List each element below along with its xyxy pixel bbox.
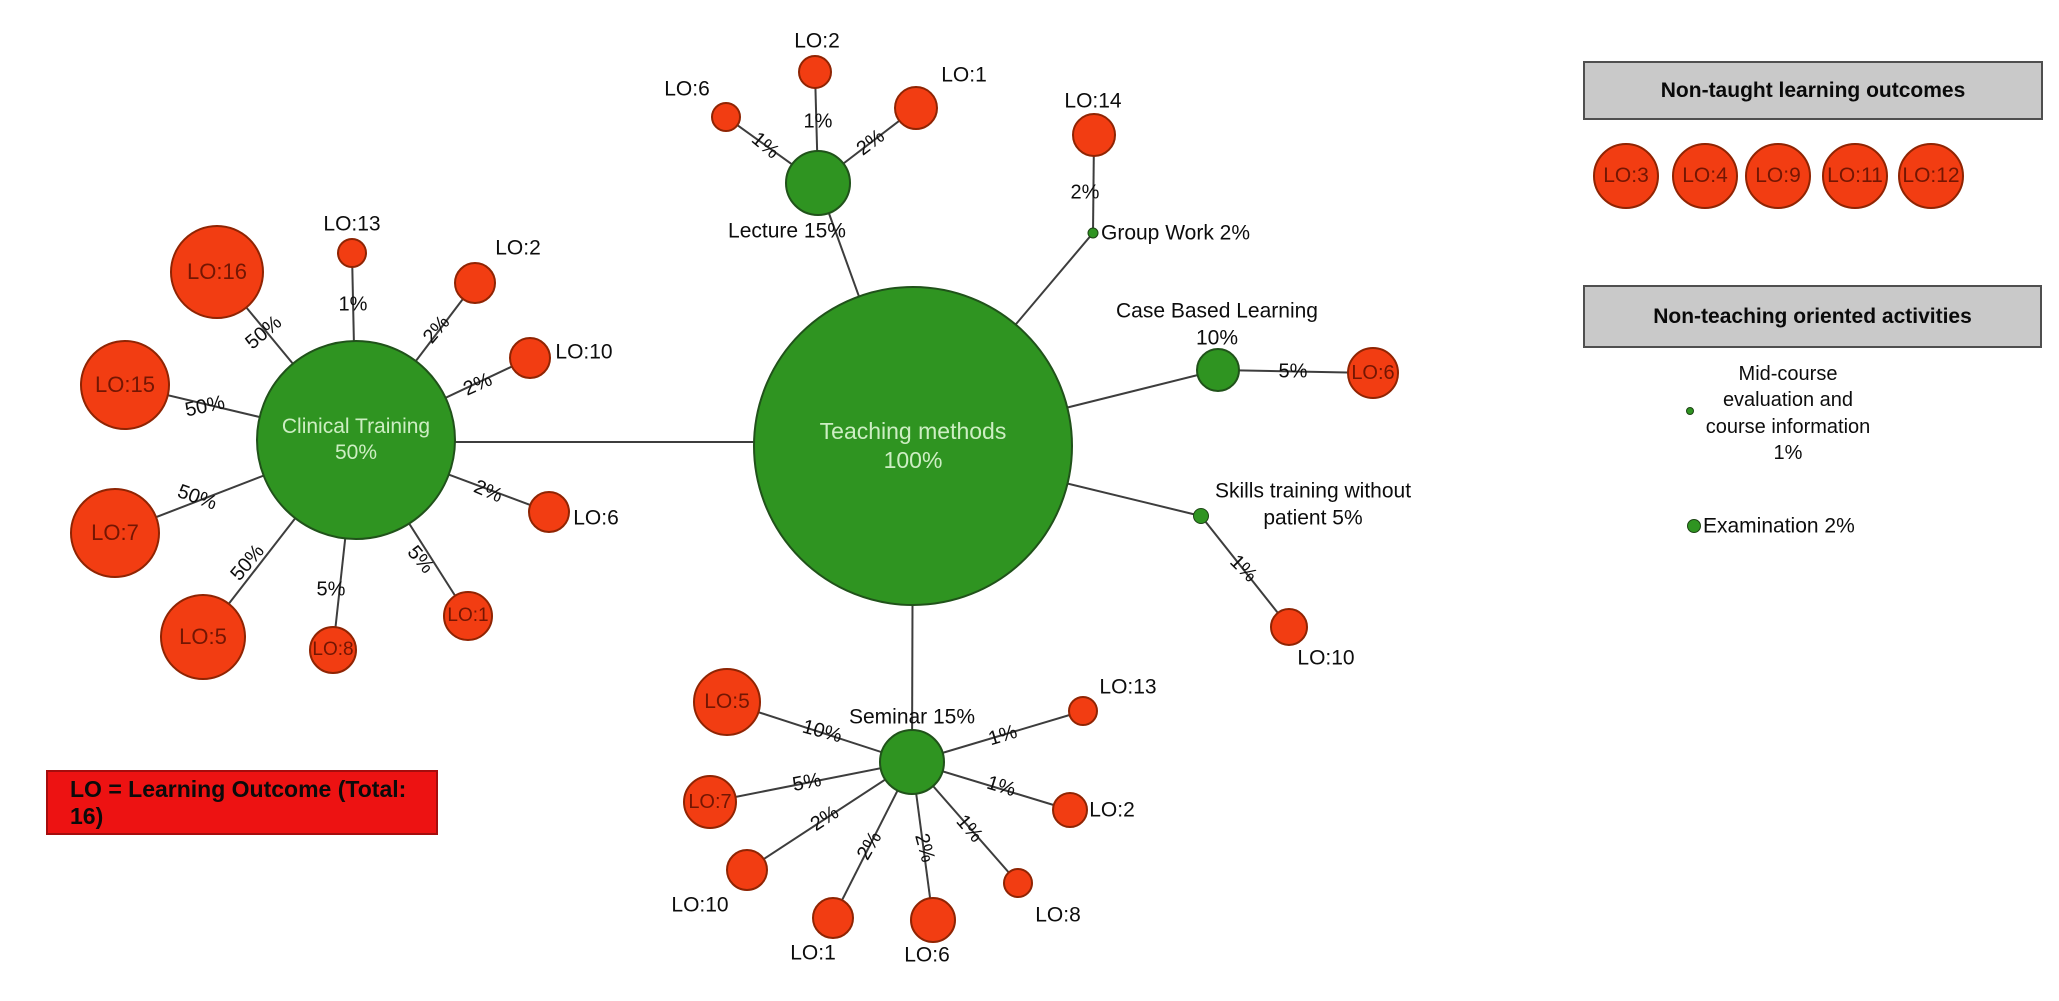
skills-training-label: Skills training without patient 5% xyxy=(1214,479,1412,530)
teaching-methods-label: Teaching methods 100% xyxy=(819,418,1007,473)
lo-node-seminar-5: LO:5 xyxy=(693,668,761,736)
lo-outside-label: LO:2 xyxy=(794,29,840,53)
lo-node-seminar-2 xyxy=(1052,792,1088,828)
lecture-label: Lecture 15% xyxy=(728,219,846,243)
edge-pct-label: 1% xyxy=(338,293,368,316)
lo-node-groupwork-14 xyxy=(1072,113,1116,157)
case-based-learning-node xyxy=(1196,348,1240,392)
lo-label: LO:7 xyxy=(91,520,139,545)
non-teaching-title: Non-teaching oriented activities xyxy=(1653,304,1972,328)
lo-label: LO:9 xyxy=(1755,164,1801,187)
lo-label: LO:8 xyxy=(312,639,354,660)
lo-label: LO:5 xyxy=(179,624,227,649)
lecture-node xyxy=(785,150,851,216)
lo-label: LO:3 xyxy=(1603,164,1649,187)
lo-label: LO:16 xyxy=(187,259,247,284)
lo-label: LO:4 xyxy=(1682,164,1728,187)
lo-outside-label: LO:6 xyxy=(664,77,710,101)
edge-pct-label: 2% xyxy=(1070,181,1100,204)
lo-outside-label: LO:2 xyxy=(495,236,541,260)
non-taught-panel: Non-taught learning outcomes xyxy=(1583,61,2043,120)
edge-pct-label: 1% xyxy=(803,110,833,133)
examination-label: Examination 2% xyxy=(1703,514,1855,538)
lo-node-seminar-1 xyxy=(812,897,854,939)
edge xyxy=(709,761,913,803)
lo-node-seminar-10 xyxy=(726,849,768,891)
lo-label: LO:1 xyxy=(447,605,489,626)
lo-label: LO:15 xyxy=(95,372,155,397)
lo-outside-label: LO:1 xyxy=(790,941,836,965)
lo-node-skills-10 xyxy=(1270,608,1308,646)
lo-node-casebased-6: LO:6 xyxy=(1347,347,1399,399)
lo-node-clinical-2 xyxy=(454,262,496,304)
lo-outside-label: LO:10 xyxy=(555,340,613,364)
seminar-node xyxy=(879,729,945,795)
teaching-methods-node: Teaching methods 100% xyxy=(753,286,1073,606)
lo-outside-label: LO:6 xyxy=(904,943,950,967)
lo-outside-label: LO:13 xyxy=(323,212,381,236)
non-taught-title: Non-taught learning outcomes xyxy=(1660,78,1966,102)
mid-course-label: Mid-course evaluation and course informa… xyxy=(1705,363,1871,465)
lo-node-nontaught-4: LO:4 xyxy=(1672,143,1738,209)
lo-node-clinical-10 xyxy=(509,337,551,379)
lo-node-nontaught-12: LO:12 xyxy=(1898,143,1964,209)
mid-course-node xyxy=(1686,407,1694,415)
lo-outside-label: LO:2 xyxy=(1089,798,1135,822)
lo-outside-label: LO:8 xyxy=(1035,903,1081,927)
clinical-training-label: Clinical Training 50% xyxy=(281,414,431,464)
lo-outside-label: LO:14 xyxy=(1064,89,1122,113)
lo-outside-label: LO:1 xyxy=(941,63,987,87)
lo-node-clinical-6 xyxy=(528,491,570,533)
lo-node-lecture-6 xyxy=(711,102,741,132)
case-based-learning-label: Case Based Learning 10% xyxy=(1116,299,1318,350)
edge-pct-label: 5% xyxy=(316,578,346,601)
legend-text: LO = Learning Outcome (Total: 16) xyxy=(70,775,407,829)
lo-node-clinical-13 xyxy=(337,238,367,268)
legend-box: LO = Learning Outcome (Total: 16) xyxy=(46,770,438,835)
lo-outside-label: LO:6 xyxy=(573,506,619,530)
lo-node-clinical-7: LO:7 xyxy=(70,488,160,578)
group-work-label: Group Work 2% xyxy=(1101,221,1250,245)
lo-node-clinical-1: LO:1 xyxy=(443,591,493,641)
lo-outside-label: LO:10 xyxy=(1297,646,1355,670)
group-work-node xyxy=(1087,227,1099,239)
lo-node-nontaught-9: LO:9 xyxy=(1745,143,1811,209)
lo-node-clinical-5: LO:5 xyxy=(160,594,246,680)
lo-node-seminar-6 xyxy=(910,897,956,943)
lo-outside-label: LO:13 xyxy=(1099,675,1157,699)
lo-outside-label: LO:10 xyxy=(671,893,729,917)
lo-node-seminar-8 xyxy=(1003,868,1033,898)
clinical-training-node: Clinical Training 50% xyxy=(256,340,456,540)
seminar-label: Seminar 15% xyxy=(848,705,976,729)
lo-label: LO:5 xyxy=(704,690,750,713)
lo-label: LO:11 xyxy=(1827,164,1883,187)
lo-label: LO:6 xyxy=(1351,361,1395,384)
lo-node-seminar-7: LO:7 xyxy=(683,775,737,829)
skills-training-node xyxy=(1193,508,1209,524)
lo-node-clinical-8: LO:8 xyxy=(309,626,357,674)
lo-node-seminar-13 xyxy=(1068,696,1098,726)
lo-label: LO:12 xyxy=(1902,164,1960,187)
lo-node-nontaught-11: LO:11 xyxy=(1822,143,1888,209)
lo-node-lecture-2 xyxy=(798,55,832,89)
edge xyxy=(1200,515,1290,628)
lo-node-clinical-15: LO:15 xyxy=(80,340,170,430)
examination-node xyxy=(1687,519,1701,533)
lo-node-clinical-16: LO:16 xyxy=(170,225,264,319)
lo-label: LO:7 xyxy=(688,790,732,813)
edge-pct-label: 5% xyxy=(1278,360,1308,383)
lo-node-lecture-1 xyxy=(894,86,938,130)
non-teaching-panel: Non-teaching oriented activities xyxy=(1583,285,2042,348)
lo-node-nontaught-3: LO:3 xyxy=(1593,143,1659,209)
